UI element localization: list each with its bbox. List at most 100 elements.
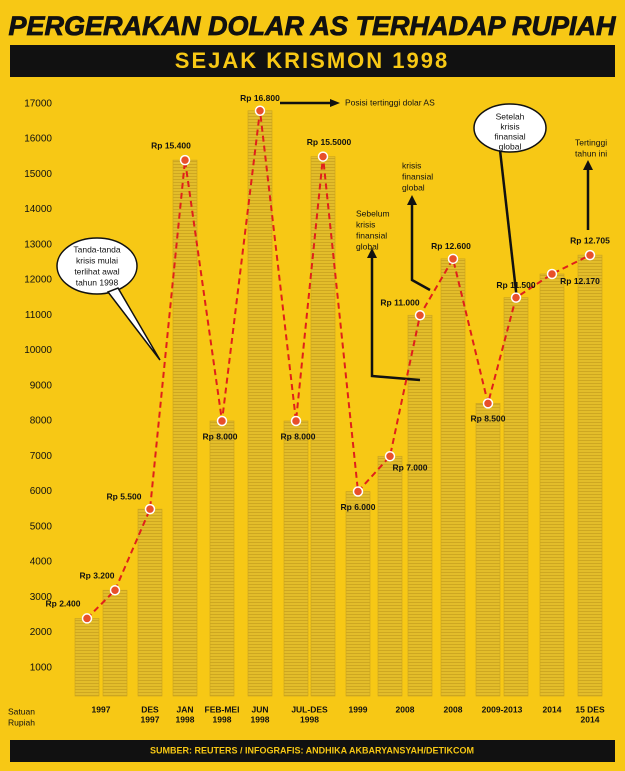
annotation: Setelah [496, 111, 525, 121]
axis-unit: Rupiah [8, 717, 35, 727]
value-label: Rp 15.400 [151, 140, 191, 150]
x-tick-label: 1997 [92, 704, 111, 714]
line [86, 110, 591, 620]
value-label: Rp 11.500 [496, 280, 535, 290]
x-tick-label: JUN [251, 704, 268, 714]
y-tick-label: 3000 [30, 592, 53, 603]
annotation: Posisi tertinggi dolar AS [345, 97, 435, 107]
annotation: krisis mulai [76, 255, 118, 265]
x-tick-label: DES [141, 704, 159, 714]
bar [475, 403, 501, 697]
bar [539, 273, 565, 697]
value-label: Rp 6.000 [341, 502, 376, 512]
marker [179, 154, 191, 166]
x-tick-label: 1998 [300, 714, 319, 724]
y-tick-label: 17000 [24, 98, 52, 109]
value-label: Rp 3.200 [80, 570, 115, 580]
x-tick-label: FEB-MEI [205, 704, 240, 714]
marker [546, 268, 558, 280]
bar [377, 455, 403, 697]
x-tick-label: 1998 [176, 714, 195, 724]
annotation: krisis [402, 160, 421, 170]
annotation: Tanda-tanda [73, 244, 121, 254]
bar [310, 156, 336, 697]
bar [102, 589, 128, 697]
marker [317, 151, 329, 162]
value-label: Rp 8.000 [203, 431, 238, 441]
value-label: Rp 8.500 [471, 414, 506, 424]
annotation: global [499, 141, 522, 151]
x-tick-label: 2014 [581, 714, 600, 724]
y-tick-label: 4000 [30, 557, 53, 568]
subtitle-band [10, 45, 615, 77]
marker [584, 249, 596, 261]
y-tick-label: 1000 [30, 662, 53, 673]
x-tick-label: 1998 [213, 714, 232, 724]
value-label: Rp 12.600 [431, 241, 471, 251]
x-tick-label: 2008 [444, 704, 463, 714]
annotation: finansial [402, 171, 433, 181]
marker [352, 486, 364, 497]
bar [137, 508, 163, 697]
y-tick-label: 8000 [30, 416, 53, 427]
annotation: krisis [500, 121, 519, 131]
value-label: Rp 15.5000 [307, 137, 352, 147]
marker [447, 253, 459, 265]
x-tick-label: 2009-2013 [482, 704, 523, 714]
annotation: terlihat awal [74, 266, 119, 276]
bar [577, 254, 603, 697]
annotation: global [402, 182, 425, 192]
y-tick-label: 9000 [30, 380, 53, 391]
marker [290, 415, 302, 427]
value-label: Rp 2.400 [46, 599, 81, 609]
value-label: Rp 11.000 [380, 297, 419, 307]
marker [144, 503, 156, 515]
chart-subtitle: SEJAK KRISMON 1998 [175, 48, 449, 73]
bar [209, 420, 235, 697]
y-tick-label: 5000 [30, 521, 53, 532]
x-tick-label: 2008 [396, 704, 415, 714]
bar [172, 159, 198, 697]
marker [216, 415, 228, 427]
marker [384, 451, 396, 462]
value-label: Rp 7.000 [393, 463, 428, 473]
x-tick-label: 1999 [349, 704, 368, 714]
source-band [10, 740, 615, 762]
value-label: Rp 12.170 [560, 276, 600, 286]
bar [74, 618, 100, 697]
x-tick-label: 1998 [251, 714, 270, 724]
marker [254, 105, 266, 117]
annotation: Tertinggi [575, 137, 607, 147]
annotation: Sebelum [356, 208, 390, 218]
y-tick-label: 10000 [24, 345, 52, 356]
bar [503, 297, 529, 697]
source: SUMBER: REUTERS / INFOGRAFIS: ANDHIKA AK… [150, 745, 474, 755]
axis-unit: Satuan [8, 706, 35, 716]
marker [482, 398, 494, 409]
bar [407, 314, 433, 697]
chart-title: PERGERAKAN DOLAR AS TERHADAP RUPIAH [8, 11, 616, 41]
annotation: finansial [494, 131, 525, 141]
bar [345, 491, 371, 697]
bar [247, 110, 273, 697]
marker [81, 613, 93, 624]
marker [510, 292, 522, 303]
y-tick-label: 12000 [24, 275, 52, 286]
annotation: krisis [356, 219, 375, 229]
value-label: Rp 8.000 [281, 431, 316, 441]
y-tick-label: 2000 [30, 627, 53, 638]
y-tick-label: 15000 [24, 169, 52, 180]
annotation: tahun ini [575, 148, 607, 158]
y-tick-label: 11000 [25, 310, 53, 321]
value-label: Rp 5.500 [107, 491, 142, 501]
marker [109, 584, 121, 596]
x-tick-label: 1997 [141, 714, 160, 724]
y-tick-label: 7000 [30, 451, 53, 462]
y-tick-label: 16000 [24, 134, 52, 145]
x-tick-label: JAN [176, 704, 193, 714]
y-tick-label: 13000 [24, 239, 52, 250]
annotations [280, 99, 593, 382]
x-tick-label: 15 DES [575, 704, 605, 714]
speech-bubbles [56, 103, 547, 361]
